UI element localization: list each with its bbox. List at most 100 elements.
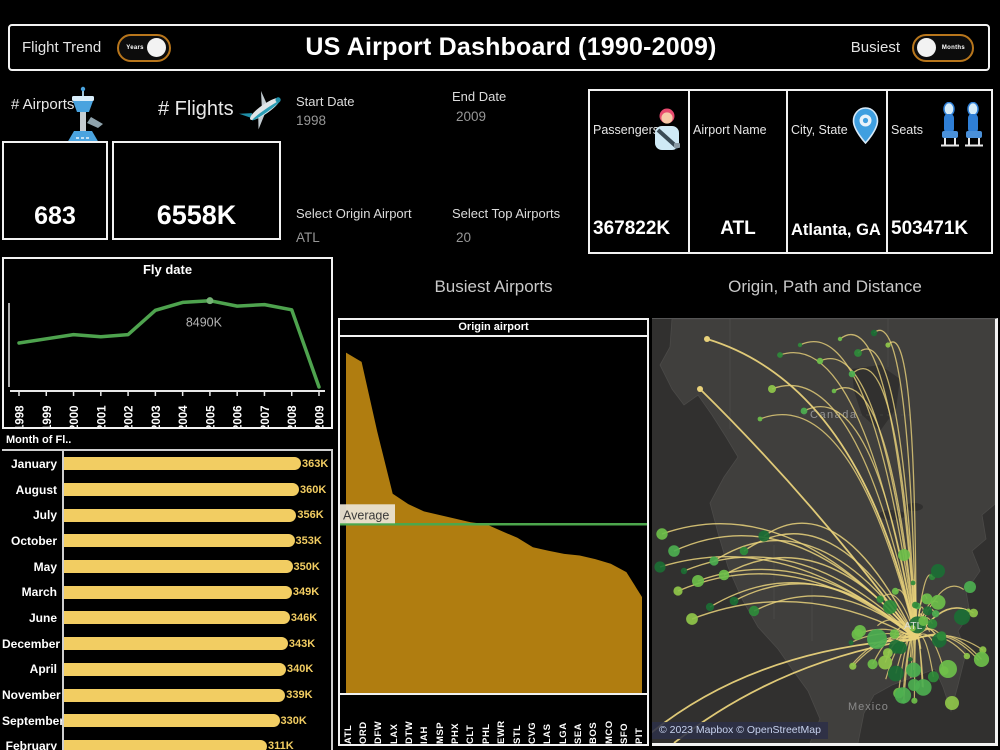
destination-dot[interactable] [927, 671, 939, 683]
destination-dot[interactable] [973, 651, 990, 667]
destination-dot[interactable] [894, 641, 907, 654]
top-airports-value[interactable]: 20 [456, 230, 472, 245]
destination-dot[interactable] [945, 696, 959, 710]
flight-path-arc[interactable] [691, 600, 917, 640]
destination-dot[interactable] [668, 545, 680, 557]
destination-dot[interactable] [768, 385, 776, 393]
flight-path-arc[interactable] [779, 352, 917, 640]
destination-dot[interactable] [908, 657, 913, 662]
destination-dot[interactable] [849, 662, 857, 670]
destination-dot[interactable] [930, 594, 946, 610]
flight-path-arc[interactable] [877, 619, 917, 640]
destination-dot[interactable] [854, 625, 866, 637]
destination-dot[interactable] [908, 679, 920, 691]
flight-path-arc[interactable] [771, 384, 917, 640]
busiest-toggle[interactable]: Months [912, 33, 974, 62]
destination-dot[interactable] [927, 619, 938, 629]
destination-dot[interactable] [739, 546, 749, 556]
destination-dot[interactable] [757, 416, 763, 422]
destination-dot[interactable] [885, 342, 891, 348]
destination-dot[interactable] [906, 662, 921, 678]
month-bar[interactable] [64, 508, 297, 522]
busiest-toggle-knob[interactable] [917, 38, 936, 57]
destination-dot[interactable] [680, 567, 688, 575]
month-bar[interactable] [64, 662, 286, 676]
destination-dot[interactable] [887, 665, 904, 682]
flight-path-arc[interactable] [763, 522, 917, 640]
flight-path-arc[interactable] [803, 406, 917, 640]
destination-dot[interactable] [854, 349, 862, 357]
destination-dot[interactable] [918, 616, 929, 626]
destination-dot[interactable] [931, 610, 940, 618]
destination-dot[interactable] [718, 569, 730, 581]
destination-dot[interactable] [797, 342, 803, 348]
destination-dot[interactable] [954, 609, 970, 625]
map-attribution[interactable]: © 2023 Mapbox © OpenStreetMap [652, 722, 828, 739]
flight-path-arc[interactable] [709, 582, 917, 640]
destination-dot[interactable] [867, 629, 887, 649]
destination-dot[interactable] [910, 580, 916, 586]
flight-paths-map[interactable]: Canada Mexico ATL © 2023 Mapbox © OpenStre… [645, 318, 998, 746]
destination-dot[interactable] [923, 606, 933, 616]
destination-dot[interactable] [867, 659, 878, 670]
month-bar[interactable] [64, 611, 290, 625]
flight-trend-toggle-knob[interactable] [147, 38, 167, 57]
month-bar[interactable] [64, 688, 286, 702]
flight-path-arc[interactable] [706, 338, 917, 640]
destination-dot[interactable] [891, 587, 899, 595]
month-bar[interactable] [64, 585, 292, 599]
destination-dot[interactable] [964, 581, 976, 593]
destination-dot[interactable] [882, 648, 893, 658]
destination-dot[interactable] [909, 625, 916, 632]
flight-path-arc[interactable] [851, 368, 917, 640]
month-bar[interactable] [64, 739, 267, 750]
start-date-value[interactable]: 1998 [296, 113, 327, 128]
flight-path-arc[interactable] [833, 387, 917, 640]
fly-date-plot[interactable]: 1998 1999 2000 2001 2002 2003 2004 2005 2006 2007… [4, 279, 331, 427]
destination-dot[interactable] [848, 640, 854, 646]
destination-dot[interactable] [969, 608, 978, 618]
busiest-airports-area[interactable] [346, 352, 642, 693]
destination-dot[interactable] [963, 652, 971, 660]
origin-airport-plot[interactable]: Average [340, 337, 647, 693]
destination-dot[interactable] [705, 602, 715, 612]
destination-dot[interactable] [876, 595, 884, 603]
destination-dot[interactable] [686, 613, 698, 625]
fly-date-line[interactable] [17, 298, 321, 389]
month-bar[interactable] [64, 714, 280, 728]
destination-dot[interactable] [870, 329, 878, 337]
destination-dot[interactable] [939, 660, 957, 678]
destination-dot[interactable] [898, 549, 910, 561]
end-date-value[interactable]: 2009 [456, 109, 487, 124]
destination-dot[interactable] [673, 586, 683, 596]
destination-dot[interactable] [831, 388, 837, 394]
destination-dot[interactable] [931, 564, 945, 578]
origin-airport-value[interactable]: ATL [296, 230, 320, 245]
flight-path-arc[interactable] [857, 348, 917, 640]
destination-dot[interactable] [936, 631, 947, 641]
destination-dot[interactable] [878, 655, 893, 670]
flight-trend-toggle[interactable]: Years [117, 33, 172, 62]
destination-dot[interactable] [748, 605, 760, 617]
destination-dot[interactable] [889, 629, 900, 639]
destination-dot[interactable] [692, 575, 704, 587]
flight-path-arc[interactable] [915, 633, 982, 660]
month-bar[interactable] [64, 560, 293, 574]
flight-path-arc[interactable] [759, 414, 917, 640]
destination-dot[interactable] [729, 596, 739, 606]
destination-dot[interactable] [654, 561, 666, 573]
month-bar[interactable] [64, 483, 299, 497]
destination-dot[interactable] [656, 528, 668, 540]
destination-dot[interactable] [800, 407, 808, 415]
destination-dot[interactable] [848, 370, 856, 378]
month-bar[interactable] [64, 457, 301, 471]
destination-dot[interactable] [979, 646, 987, 654]
destination-dot[interactable] [911, 697, 918, 704]
destination-dot[interactable] [883, 600, 897, 614]
destination-dot[interactable] [894, 687, 912, 704]
flight-path-arc[interactable] [873, 329, 917, 640]
flight-path-arc[interactable] [819, 358, 917, 640]
destination-dot[interactable] [777, 352, 783, 358]
destination-dot[interactable] [816, 357, 824, 365]
